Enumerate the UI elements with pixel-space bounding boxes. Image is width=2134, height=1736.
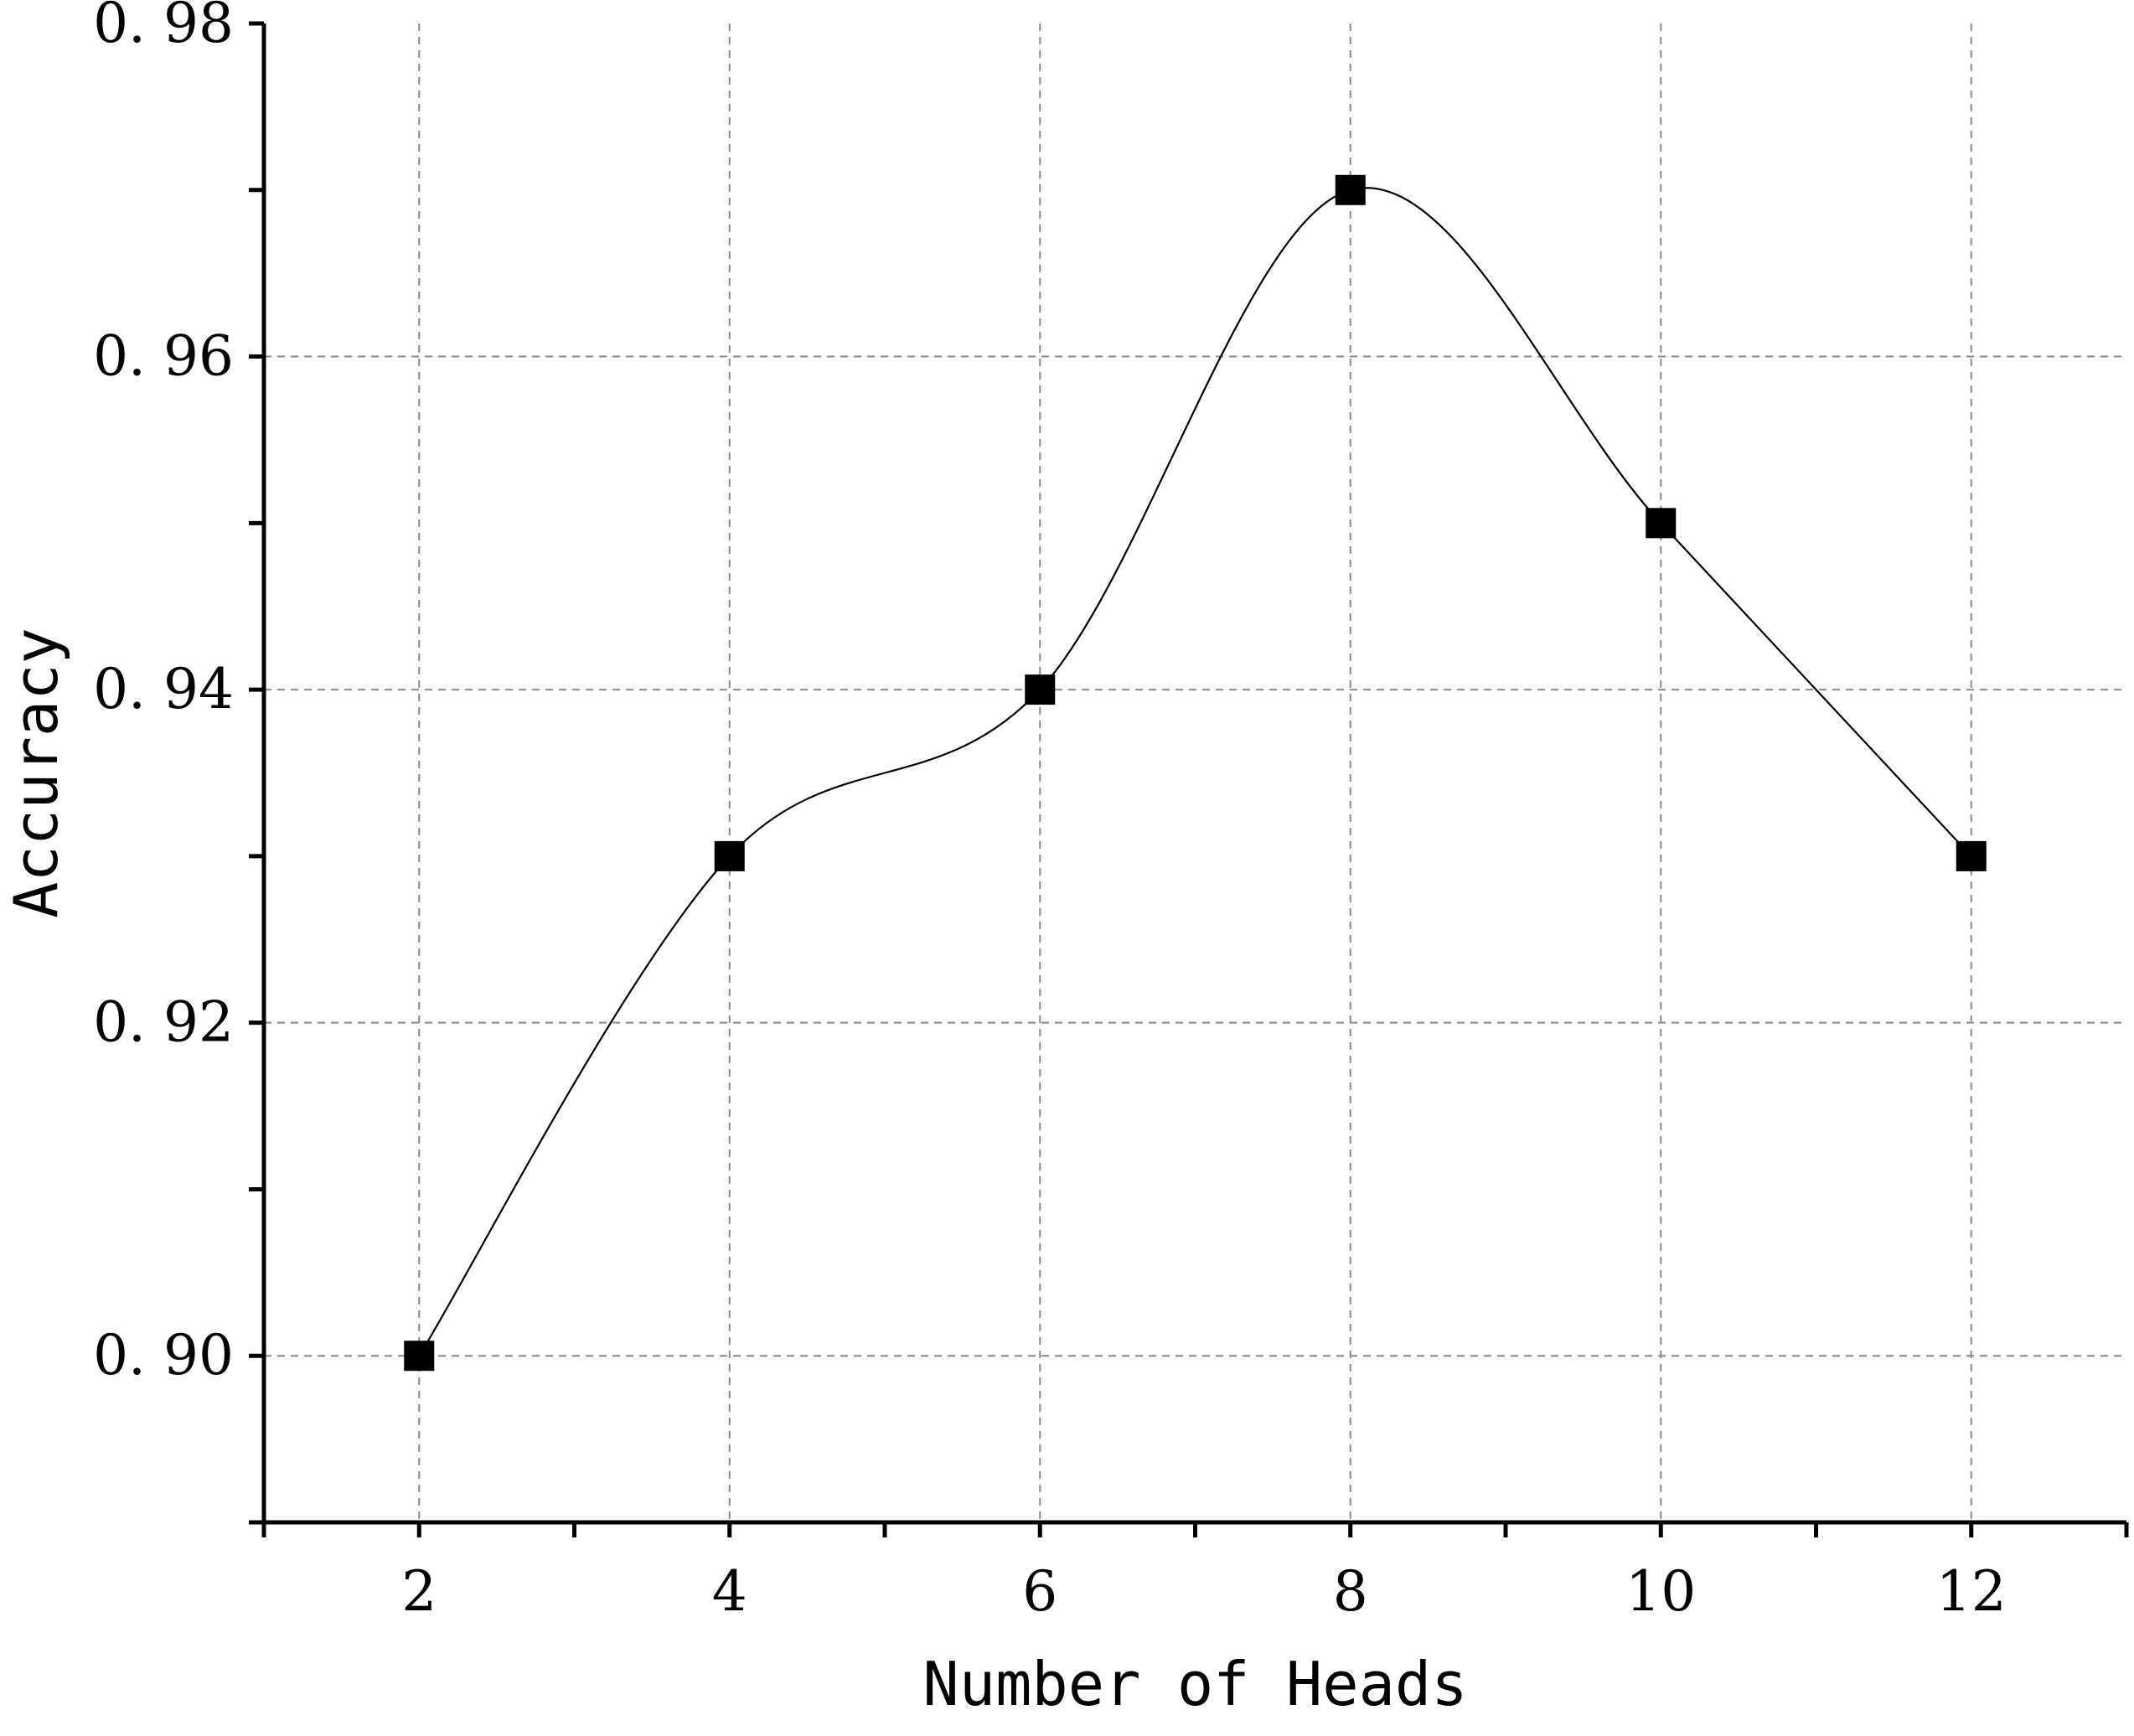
axis-ticks [249,21,2129,1537]
data-point-marker [1646,508,1677,539]
x-tick-label: 12 [1936,1559,2007,1624]
data-markers [404,174,1987,1372]
data-point-marker [1335,174,1366,205]
x-tick-label: 2 [401,1559,437,1624]
y-tick-label: 0. 94 [93,657,234,721]
y-tick-label: 0. 90 [93,1323,234,1387]
x-axis-label: Number of Heads [922,1649,1467,1719]
y-tick-label: 0. 96 [93,324,234,389]
x-tick-label: 4 [712,1559,747,1624]
data-point-marker [1025,674,1056,705]
data-point-marker [1956,840,1987,871]
y-tick-label: 0. 98 [93,0,234,55]
x-tick-label: 8 [1333,1559,1368,1624]
data-point-marker [714,840,745,871]
grid-lines [264,23,2126,1522]
accuracy-curve [418,187,1972,1356]
x-tick-label: 10 [1625,1559,1696,1624]
tick-labels: 2 4 6 8 10 12 0. 90 0. 92 0. 94 0. 96 0. 98 [93,0,2007,1624]
y-axis-label: Accuracy [1,628,71,918]
y-tick-label: 0. 92 [93,990,234,1055]
data-point-marker [404,1341,435,1372]
x-tick-label: 6 [1022,1559,1057,1624]
axes [261,23,2126,1525]
